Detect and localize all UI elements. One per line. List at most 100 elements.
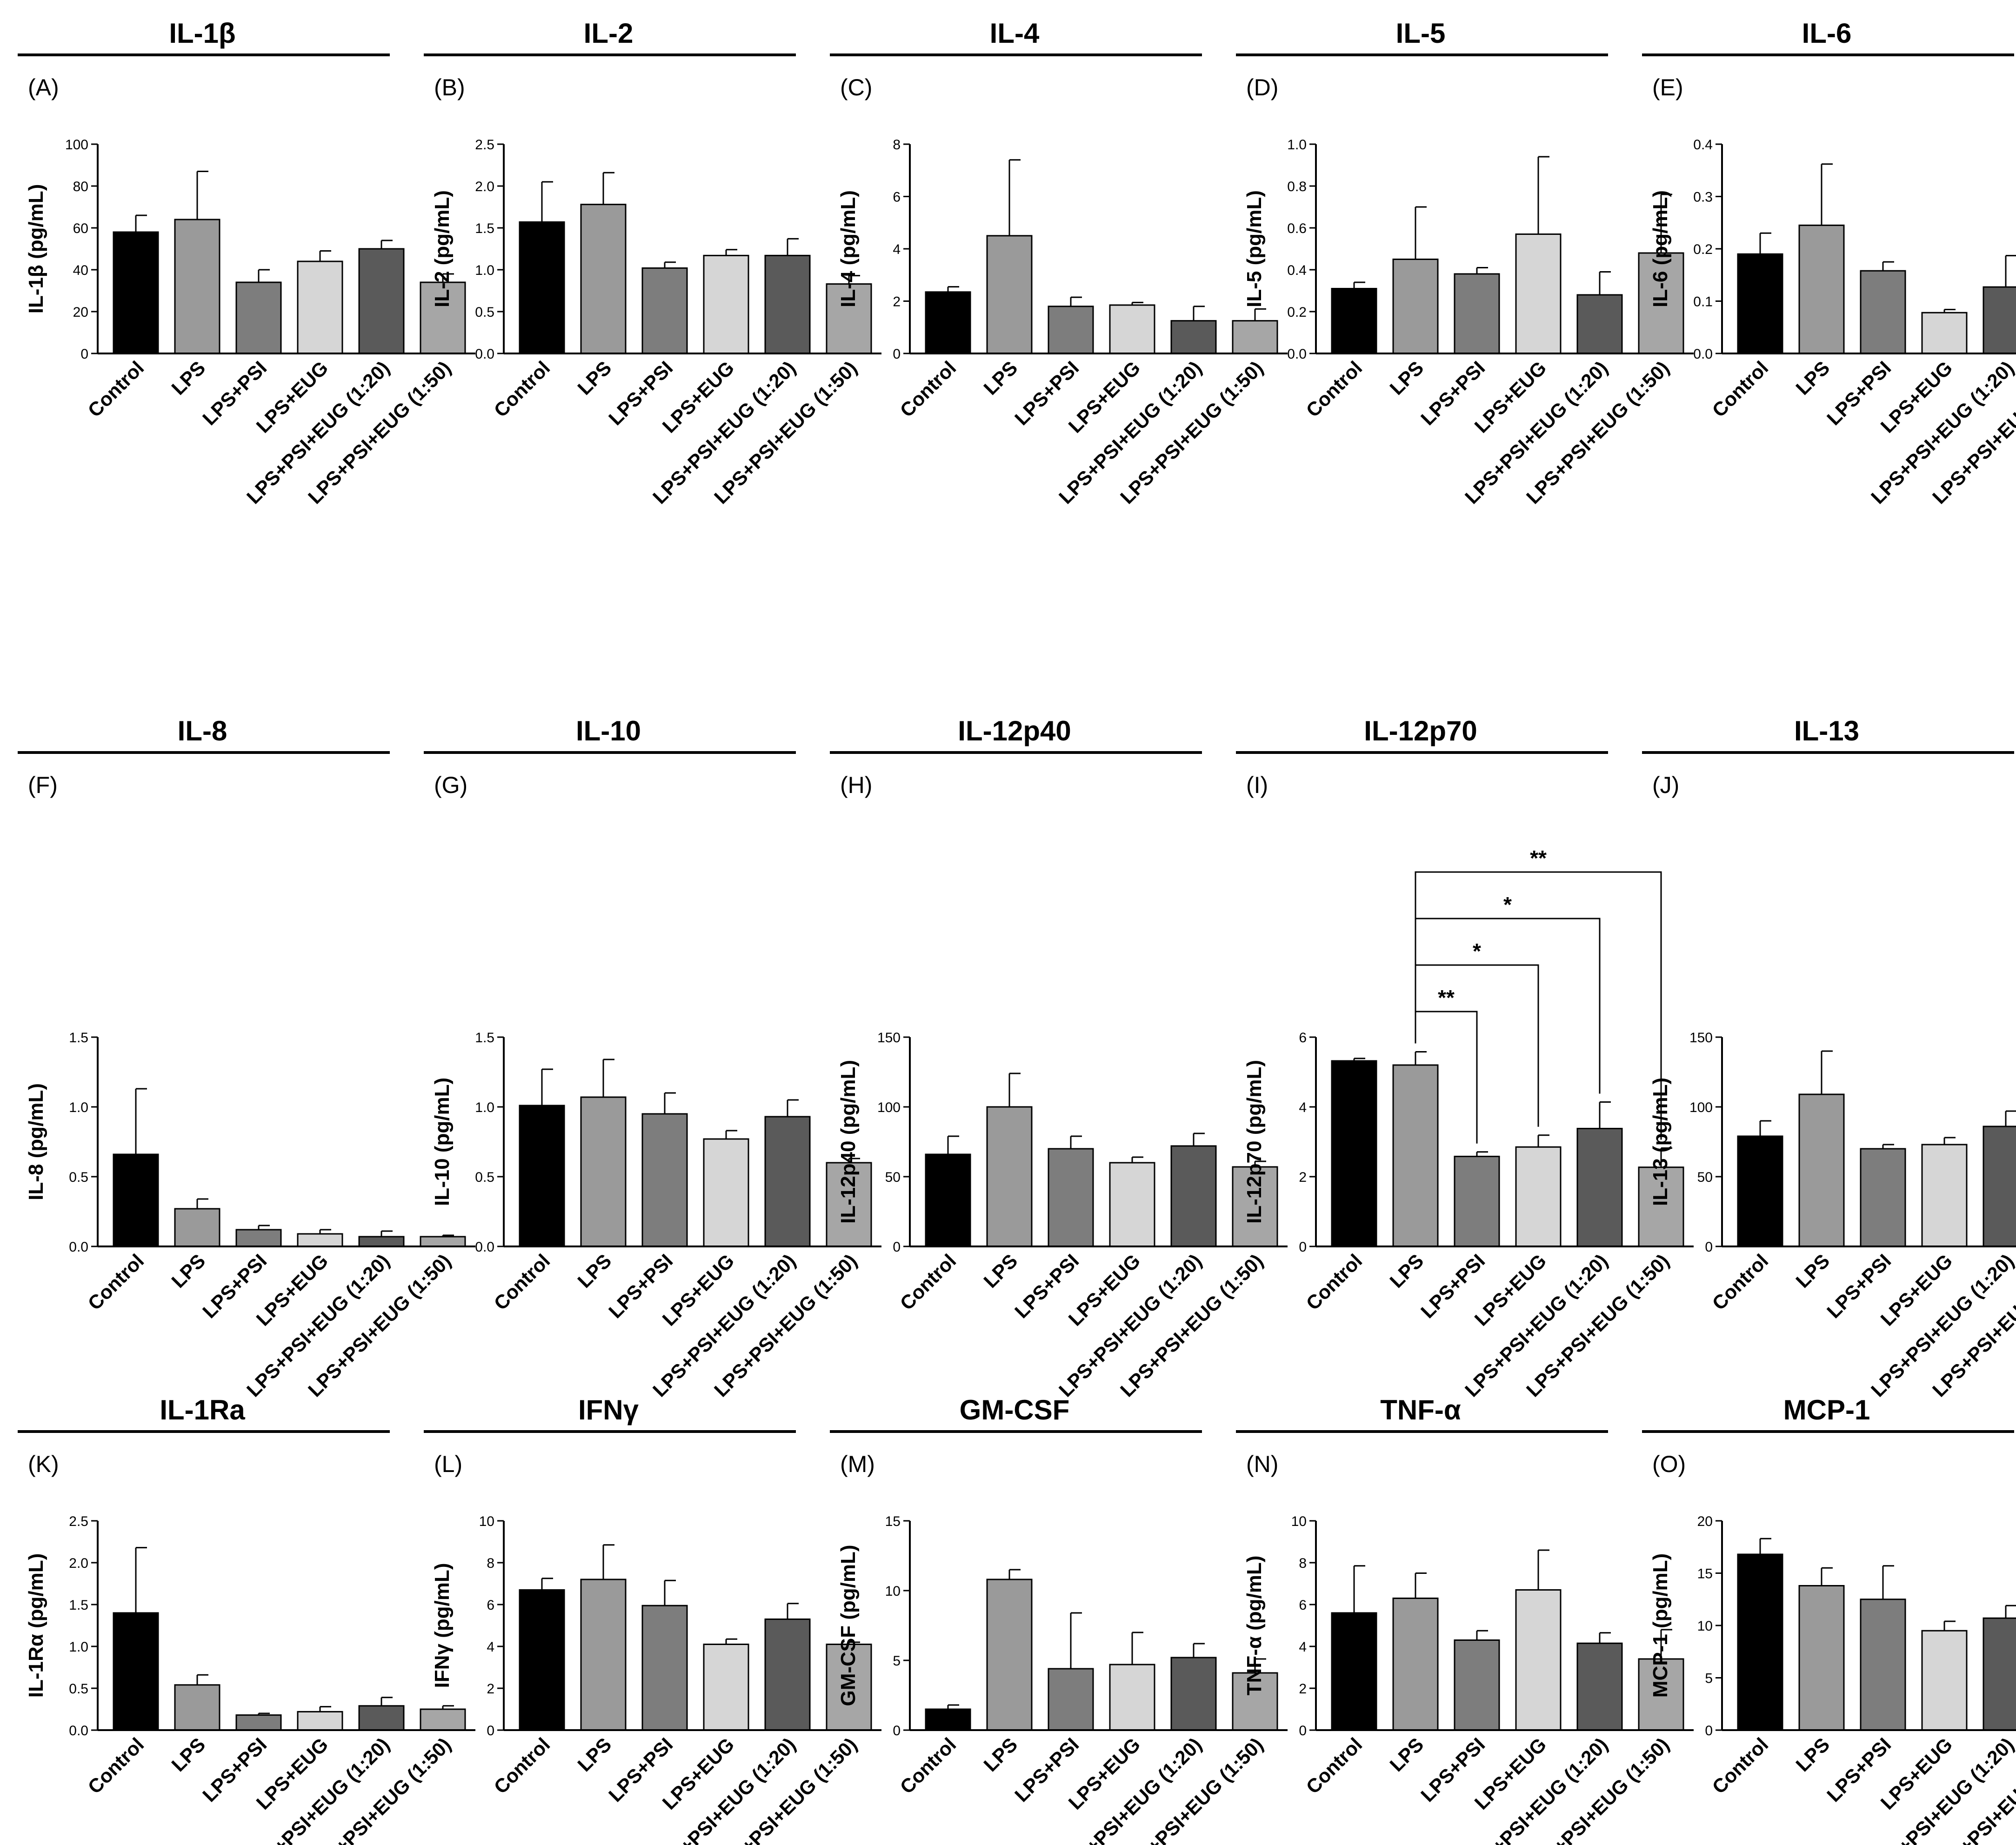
y-tick-label: 100 bbox=[877, 1100, 901, 1115]
bar bbox=[641, 1605, 688, 1731]
bar bbox=[986, 1106, 1033, 1247]
y-tick-label: 60 bbox=[73, 221, 88, 236]
y-tick-label: 2 bbox=[487, 1681, 494, 1697]
y-tick-label: 1.0 bbox=[1287, 137, 1307, 153]
y-tick-label: 50 bbox=[1697, 1170, 1713, 1185]
y-tick-label: 1.5 bbox=[69, 1030, 88, 1046]
panel-title: IL-2 bbox=[584, 18, 634, 49]
y-tick-label: 150 bbox=[1689, 1030, 1713, 1046]
panel-b: IL-2 (B) 0.0 0.5 1.0 1.5 2.0 2.5 IL-2 (pg/mL) Con… bbox=[424, 18, 881, 508]
y-tick-label: 0.5 bbox=[475, 305, 494, 320]
panel-label: (A) bbox=[28, 74, 59, 100]
bar bbox=[641, 1113, 688, 1247]
bar bbox=[1170, 1657, 1217, 1731]
x-tick-label: LPS bbox=[1791, 357, 1834, 399]
y-tick-label: 1.5 bbox=[475, 1030, 494, 1046]
bar bbox=[113, 231, 159, 354]
bar bbox=[1860, 1599, 1906, 1731]
y-axis-label: IL-8 (pg/mL) bbox=[25, 1083, 47, 1200]
bar bbox=[1798, 224, 1845, 354]
bar bbox=[580, 204, 627, 354]
y-axis-label: IL-6 (pg/mL) bbox=[1649, 190, 1672, 307]
bar bbox=[1109, 1664, 1155, 1731]
bar bbox=[580, 1096, 627, 1247]
x-tick-label: LPS bbox=[1385, 1733, 1428, 1776]
bar bbox=[703, 1138, 749, 1247]
x-tick-label: LPS bbox=[1791, 1250, 1834, 1292]
bar bbox=[925, 1153, 971, 1247]
bar bbox=[1454, 1639, 1500, 1731]
x-tick-label: Control bbox=[896, 1733, 961, 1798]
y-tick-label: 0.2 bbox=[1287, 305, 1307, 320]
significance-bracket bbox=[1415, 871, 1662, 1140]
y-axis-label: MCP-1 (pg/mL) bbox=[1649, 1553, 1672, 1698]
bar bbox=[420, 1708, 466, 1731]
panel-h: IL-12p40 (H) 0 50 100 150 IL-12p40 (pg/mL) Cont… bbox=[830, 715, 1288, 1401]
panel-d: IL-5 (D) 0.0 0.2 0.4 0.6 0.8 1.0 IL-5 (pg/mL) Con… bbox=[1236, 18, 1694, 508]
bar bbox=[1576, 1128, 1623, 1247]
bar bbox=[174, 1684, 220, 1731]
y-tick-label: 10 bbox=[885, 1584, 901, 1599]
bar bbox=[703, 254, 749, 354]
bar bbox=[764, 1619, 811, 1731]
y-tick-label: 0.4 bbox=[1693, 137, 1713, 153]
y-tick-label: 1.0 bbox=[69, 1639, 88, 1655]
y-tick-label: 2.0 bbox=[475, 179, 494, 194]
bar bbox=[703, 1644, 749, 1731]
bar bbox=[1921, 1144, 1968, 1247]
y-tick-label: 6 bbox=[1299, 1030, 1307, 1046]
panel-j: IL-13 (J) 0 50 100 150 IL-13 (pg/mL) Control LPS… bbox=[1642, 715, 2016, 1401]
bar bbox=[1921, 1630, 1968, 1731]
panel-f: IL-8 (F) 0.0 0.5 1.0 1.5 IL-8 (pg/mL) Control LP… bbox=[18, 715, 475, 1401]
x-tick-label: LPS bbox=[167, 357, 209, 399]
y-axis-label: IL-1β (pg/mL) bbox=[25, 184, 47, 314]
bar bbox=[764, 1116, 811, 1247]
bar bbox=[1392, 1064, 1439, 1247]
panel-title: TNF-α bbox=[1380, 1394, 1461, 1425]
bar bbox=[826, 1644, 872, 1731]
y-tick-label: 0 bbox=[893, 346, 901, 362]
significance-label: ** bbox=[1438, 986, 1455, 1010]
panel-label: (I) bbox=[1246, 772, 1268, 798]
bar bbox=[420, 1236, 466, 1247]
y-axis-label: IFNγ (pg/mL) bbox=[431, 1563, 454, 1688]
panel-title: IL-10 bbox=[576, 715, 641, 746]
x-tick-label: LPS bbox=[979, 1733, 1021, 1776]
panel-label: (K) bbox=[28, 1451, 59, 1477]
y-tick-label: 8 bbox=[487, 1556, 494, 1571]
y-axis-label: IL-10 (pg/mL) bbox=[431, 1078, 454, 1206]
panel-label: (D) bbox=[1246, 74, 1278, 100]
bar bbox=[1737, 1553, 1783, 1731]
bar bbox=[1860, 1148, 1906, 1247]
y-tick-label: 40 bbox=[73, 263, 88, 278]
bar bbox=[297, 260, 343, 354]
y-tick-label: 4 bbox=[1299, 1639, 1307, 1655]
bar bbox=[1232, 1166, 1278, 1247]
y-tick-label: 6 bbox=[1299, 1598, 1307, 1613]
panel-title: IL-13 bbox=[1794, 715, 1859, 746]
bar bbox=[113, 1153, 159, 1247]
bar bbox=[1638, 1166, 1684, 1247]
y-tick-label: 5 bbox=[1705, 1671, 1713, 1686]
bar bbox=[1737, 253, 1783, 354]
x-tick-label: LPS bbox=[573, 357, 615, 399]
bar bbox=[1737, 1135, 1783, 1247]
bar bbox=[1170, 320, 1217, 354]
panel-i: IL-12p70 (I) 0 2 4 6 IL-12p70 (pg/mL) Control LP… bbox=[1236, 715, 1694, 1401]
y-tick-label: 80 bbox=[73, 179, 88, 194]
bar bbox=[925, 291, 971, 354]
x-tick-label: Control bbox=[1302, 357, 1367, 421]
bar bbox=[1576, 294, 1623, 354]
y-axis-label: IL-1Rα (pg/mL) bbox=[25, 1553, 47, 1698]
panel-label: (O) bbox=[1652, 1451, 1686, 1477]
y-tick-label: 50 bbox=[885, 1170, 901, 1185]
bar bbox=[1331, 1060, 1377, 1247]
y-axis-label: GM-CSF (pg/mL) bbox=[837, 1545, 860, 1706]
bar bbox=[358, 248, 405, 354]
panel-e: IL-6 (E) 0.0 0.1 0.2 0.3 0.4 IL-6 (pg/mL) Contro… bbox=[1642, 18, 2016, 508]
bar bbox=[1109, 304, 1155, 354]
x-tick-label: LPS bbox=[1385, 357, 1428, 399]
